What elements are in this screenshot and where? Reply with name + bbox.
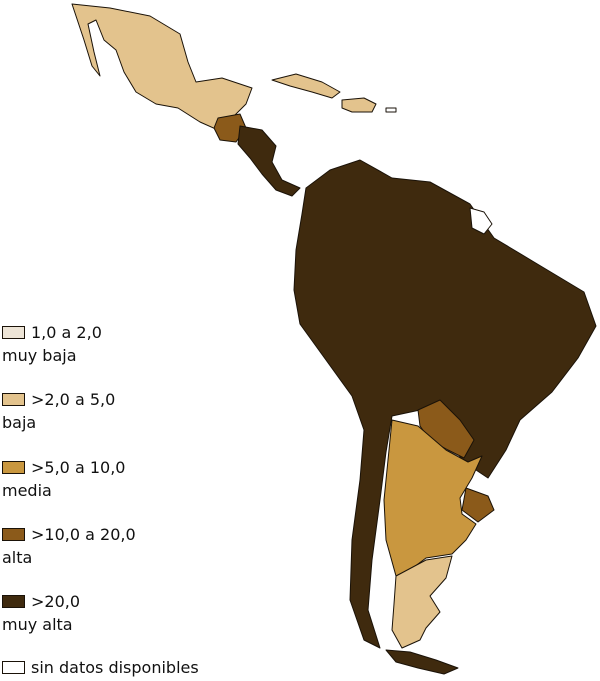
legend-range: >20,0 <box>31 592 81 611</box>
region-south-america <box>293 159 597 649</box>
region-hispaniola <box>341 97 377 113</box>
legend-level: baja <box>2 413 37 432</box>
region-cuba <box>271 73 341 99</box>
region-french-guiana <box>469 207 493 235</box>
region-central-america <box>237 125 301 197</box>
region-mexico <box>71 3 253 131</box>
legend-range: 1,0 a 2,0 <box>31 323 102 342</box>
region-argentina <box>383 419 483 577</box>
region-puerto-rico <box>385 107 397 113</box>
legend-level: media <box>2 481 52 500</box>
legend-range: >2,0 a 5,0 <box>31 390 116 409</box>
legend-range: >10,0 a 20,0 <box>31 525 136 544</box>
legend-level: muy alta <box>2 615 73 634</box>
legend-swatch <box>2 595 25 608</box>
legend-swatch <box>2 661 25 674</box>
legend-level: alta <box>2 548 33 567</box>
region-patagonia <box>391 555 453 649</box>
legend-swatch <box>2 326 25 339</box>
region-uruguay <box>461 487 495 523</box>
legend-range: sin datos disponibles <box>31 658 199 677</box>
region-guatemala <box>213 113 247 143</box>
legend-level: muy baja <box>2 346 77 365</box>
legend-swatch <box>2 393 25 406</box>
legend-swatch <box>2 528 25 541</box>
legend-range: >5,0 a 10,0 <box>31 458 126 477</box>
legend-swatch <box>2 461 25 474</box>
region-tierra-del-fuego <box>385 649 459 675</box>
